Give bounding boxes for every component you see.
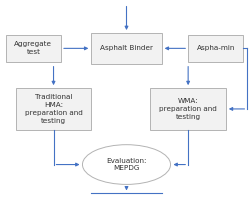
FancyBboxPatch shape bbox=[150, 88, 225, 130]
Text: Aggregate
test: Aggregate test bbox=[14, 41, 52, 55]
Text: Evaluation:
MEPDG: Evaluation: MEPDG bbox=[106, 158, 146, 171]
FancyBboxPatch shape bbox=[91, 33, 161, 64]
FancyBboxPatch shape bbox=[187, 35, 242, 62]
Text: Asphalt Binder: Asphalt Binder bbox=[100, 45, 152, 51]
FancyBboxPatch shape bbox=[16, 88, 91, 130]
Text: Traditional
HMA:
preparation and
testing: Traditional HMA: preparation and testing bbox=[24, 94, 82, 124]
Text: WMA:
preparation and
testing: WMA: preparation and testing bbox=[159, 98, 216, 120]
Ellipse shape bbox=[82, 145, 170, 184]
Text: Aspha-min: Aspha-min bbox=[196, 45, 234, 51]
FancyBboxPatch shape bbox=[6, 35, 61, 62]
